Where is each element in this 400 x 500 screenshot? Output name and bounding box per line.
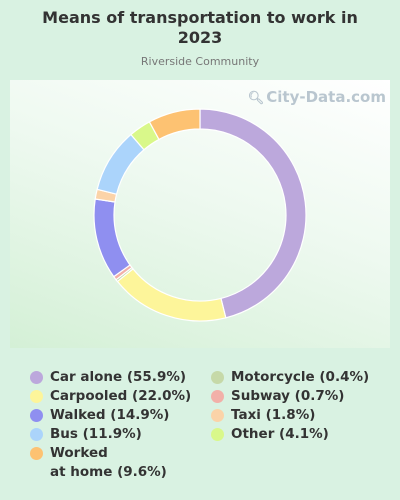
legend-label-car-alone: Car alone (55.9%) xyxy=(50,369,187,385)
legend-item-bus: Bus (11.9%) xyxy=(30,425,142,444)
donut-slice-carpooled xyxy=(116,268,227,322)
legend-label-bus: Bus (11.9%) xyxy=(50,426,142,442)
legend-item-worked-at-home: Worked at home (9.6%) xyxy=(30,444,167,482)
chart-subtitle: Riverside Community xyxy=(140,55,260,68)
legend-item-subway: Subway (0.7%) xyxy=(211,387,344,406)
legend-item-carpooled: Carpooled (22.0%) xyxy=(30,387,191,406)
legend-swatch-other xyxy=(211,428,224,441)
donut-slice-car-alone xyxy=(199,108,307,319)
legend-swatch-motorcycle xyxy=(211,371,224,384)
legend-label-subway: Subway (0.7%) xyxy=(231,388,345,404)
donut-slice-worked-at-home xyxy=(148,108,201,141)
chart-title-line2: 2023 xyxy=(177,28,223,47)
legend-label-motorcycle: Motorcycle (0.4%) xyxy=(231,369,370,385)
legend-swatch-carpooled xyxy=(30,390,43,403)
legend-label-carpooled: Carpooled (22.0%) xyxy=(50,388,192,404)
legend-label-worked-at-home: Worked at home (9.6%) xyxy=(50,444,167,482)
chart-title: Means of transportation to work in 2023 xyxy=(0,8,400,48)
legend-label-worked-at-home-line2: at home (9.6%) xyxy=(50,464,167,480)
legend-swatch-walked xyxy=(30,409,43,422)
legend-swatch-bus xyxy=(30,428,43,441)
magnifier-icon: 🔍︎ xyxy=(247,91,265,106)
chart-title-line1: Means of transportation to work in xyxy=(42,8,358,27)
legend-label-walked: Walked (14.9%) xyxy=(50,407,170,423)
legend-item-other: Other (4.1%) xyxy=(211,425,329,444)
chart-legend: Car alone (55.9%) Carpooled (22.0%) Walk… xyxy=(0,368,400,488)
legend-swatch-worked-at-home xyxy=(30,447,43,460)
legend-swatch-car-alone xyxy=(30,371,43,384)
legend-item-motorcycle: Motorcycle (0.4%) xyxy=(211,368,369,387)
legend-swatch-subway xyxy=(211,390,224,403)
legend-label-worked-at-home-line1: Worked xyxy=(50,445,108,461)
legend-swatch-taxi xyxy=(211,409,224,422)
legend-item-car-alone: Car alone (55.9%) xyxy=(30,368,186,387)
legend-label-taxi: Taxi (1.8%) xyxy=(231,407,316,423)
watermark: 🔍︎ City-Data.com xyxy=(248,88,386,106)
legend-item-taxi: Taxi (1.8%) xyxy=(211,406,315,425)
watermark-text: City-Data.com xyxy=(266,88,386,106)
legend-item-walked: Walked (14.9%) xyxy=(30,406,169,425)
donut-slice-walked xyxy=(93,198,131,278)
donut-chart xyxy=(93,108,307,322)
legend-label-other: Other (4.1%) xyxy=(231,426,329,442)
donut-slice-bus xyxy=(96,133,145,195)
